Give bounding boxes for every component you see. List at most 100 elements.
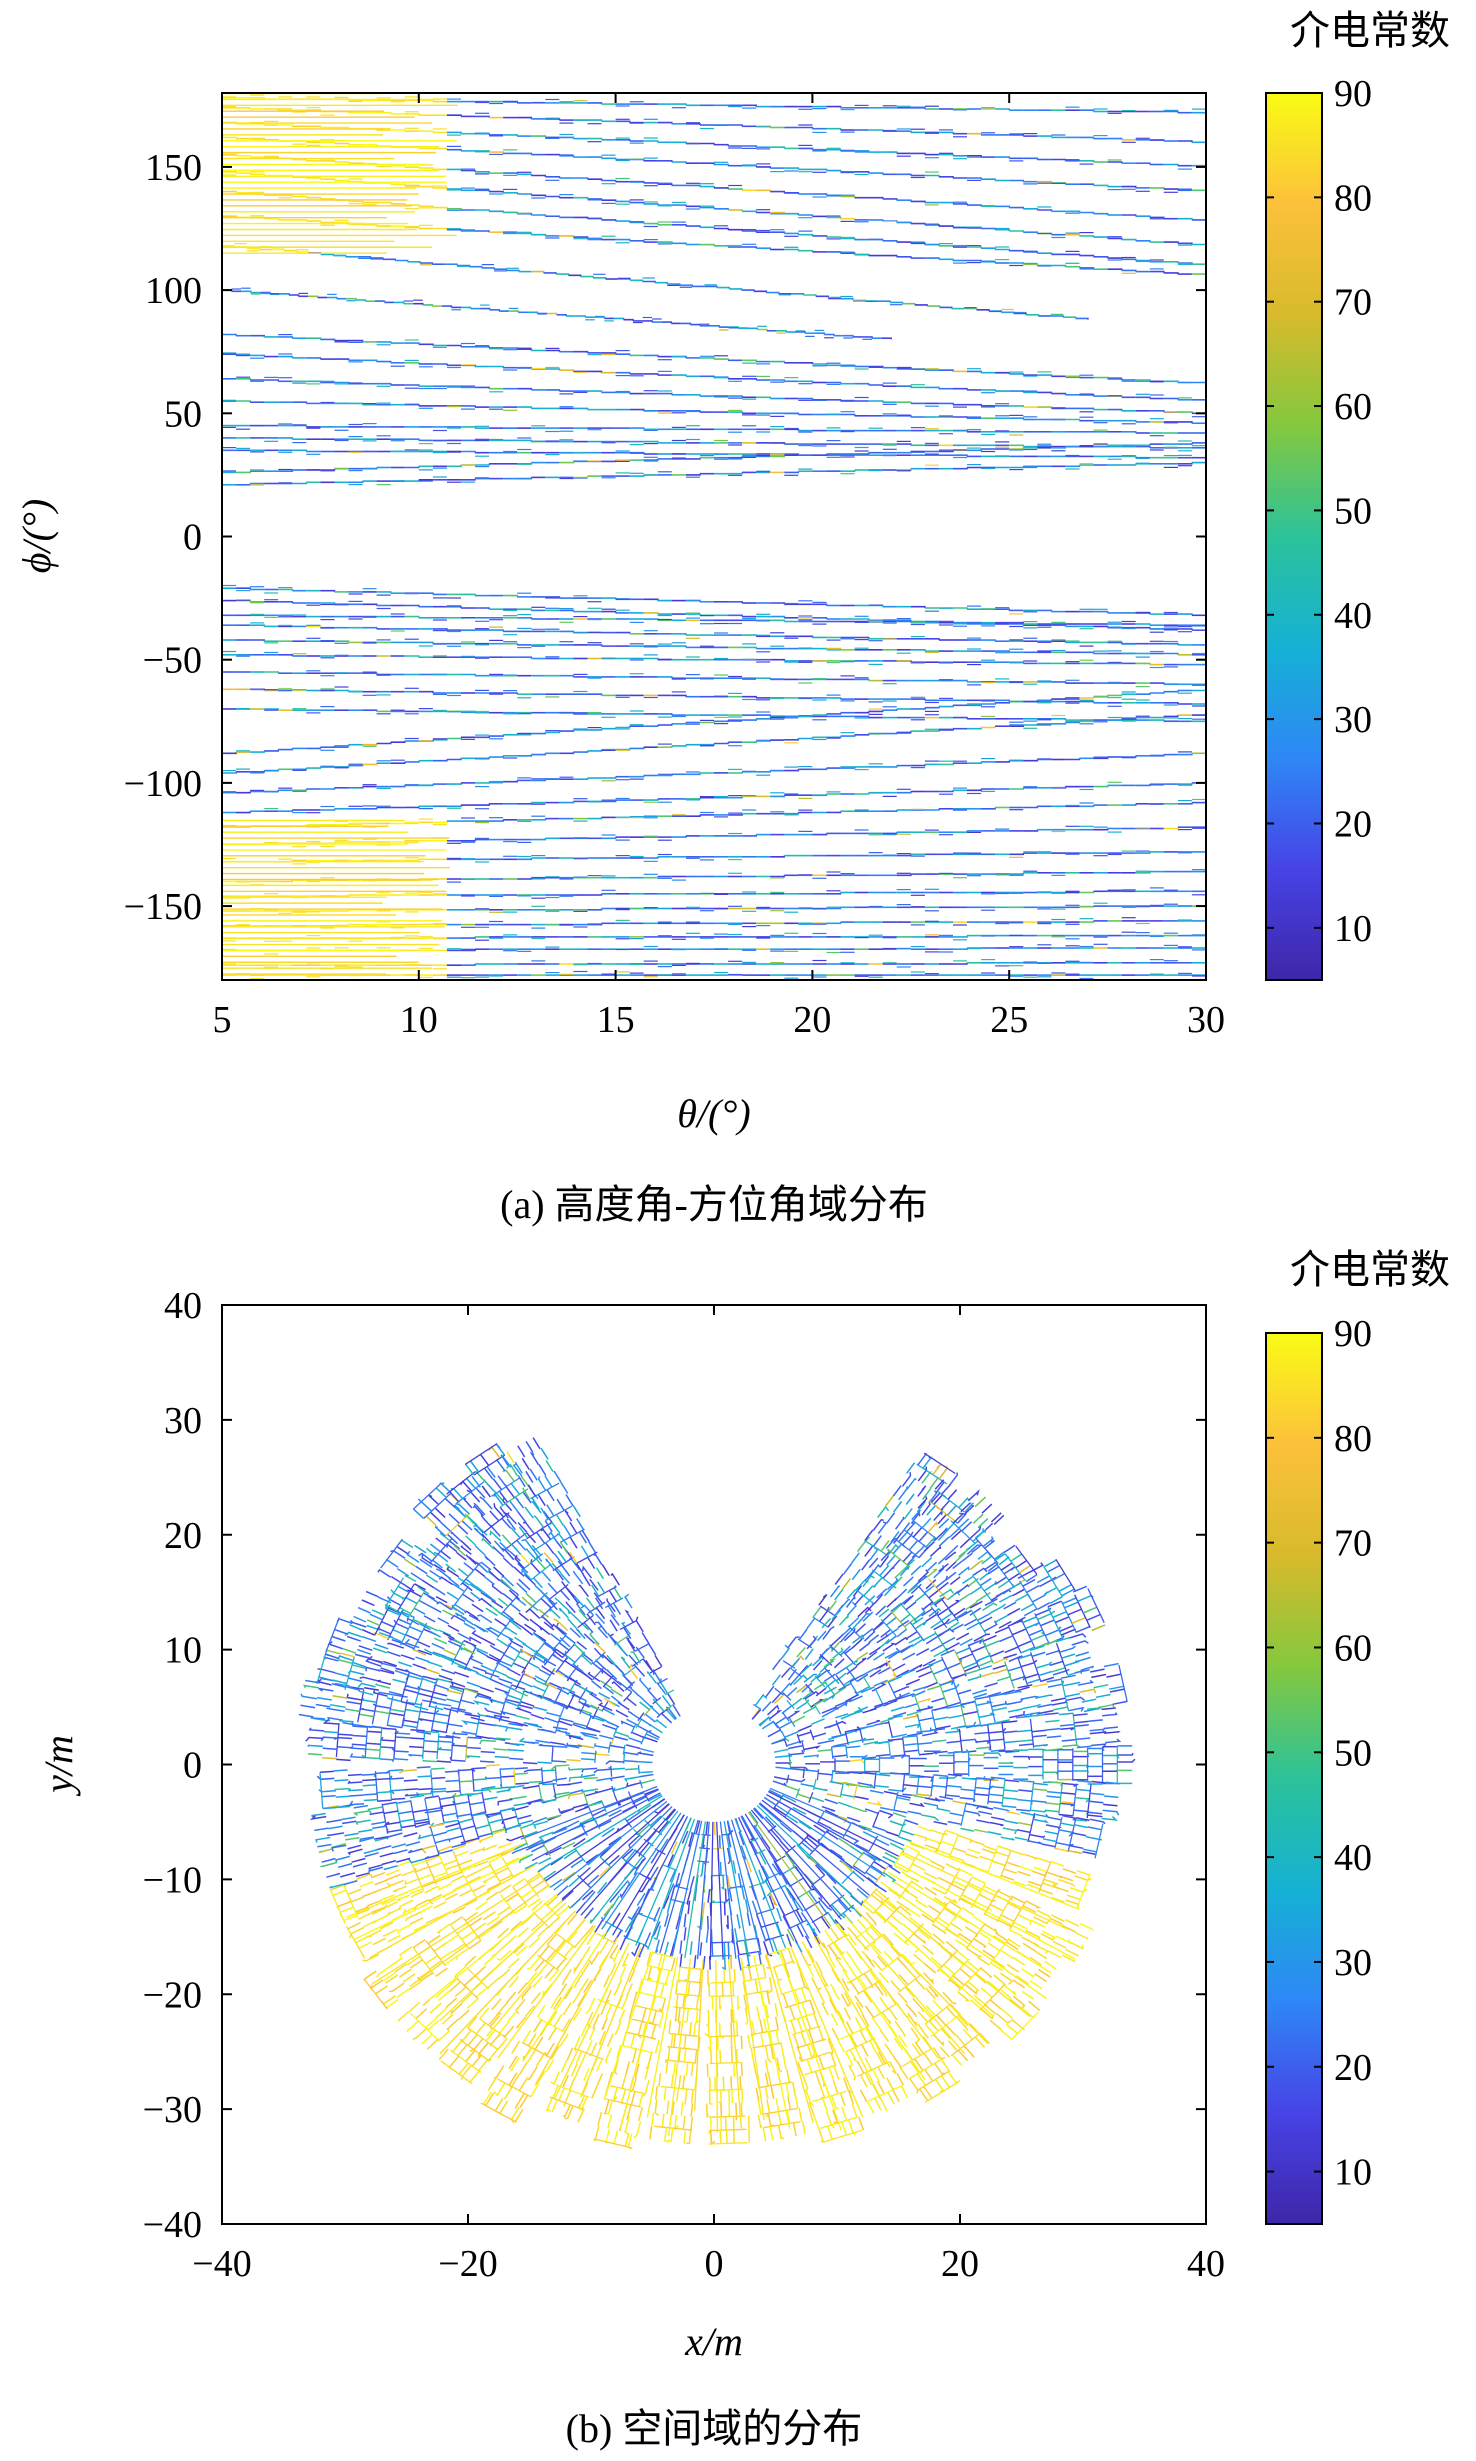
track-segment xyxy=(742,646,757,649)
track-segment xyxy=(910,107,926,109)
track-segment xyxy=(1065,253,1081,256)
track-segment xyxy=(877,300,891,303)
track-segment xyxy=(1023,231,1039,234)
ray-segment xyxy=(498,1701,506,1722)
track-segment xyxy=(543,272,557,275)
ray-segment xyxy=(613,1735,628,1741)
track-segment xyxy=(461,936,476,939)
track-segment xyxy=(742,718,757,721)
track-segment xyxy=(798,147,814,150)
track-segment xyxy=(404,859,420,862)
track-segment xyxy=(1191,273,1206,276)
track-segment xyxy=(657,241,673,244)
track-segment xyxy=(938,153,954,156)
track-segment xyxy=(784,769,800,772)
track-segment xyxy=(250,624,265,627)
track-segment xyxy=(854,711,870,714)
track-segment xyxy=(1009,447,1025,450)
track-segment xyxy=(995,156,1010,159)
track-segment xyxy=(742,359,757,362)
track-segment xyxy=(1191,713,1206,716)
track-segment xyxy=(390,761,406,764)
ray-segment xyxy=(418,1718,434,1722)
ray-segment xyxy=(433,1720,449,1725)
track-segment xyxy=(475,607,490,610)
track-segment xyxy=(1135,445,1151,448)
track-segment xyxy=(826,712,842,715)
track-segment xyxy=(742,741,757,743)
ray-segment xyxy=(374,1710,390,1715)
track-segment xyxy=(559,369,575,372)
track-segment xyxy=(531,818,547,821)
track-segment xyxy=(246,247,260,250)
track-segment xyxy=(967,449,982,452)
track-segment xyxy=(587,893,603,896)
track-segment xyxy=(671,835,687,838)
track-segment xyxy=(1023,700,1039,703)
track-segment xyxy=(413,302,424,305)
track-segment xyxy=(390,741,406,743)
track-segment xyxy=(306,196,322,199)
track-segment xyxy=(685,123,701,125)
track-segment xyxy=(531,753,547,756)
ray-segment xyxy=(432,1709,450,1717)
track-segment xyxy=(798,737,814,740)
track-segment xyxy=(1079,211,1095,214)
track-segment xyxy=(896,468,912,471)
track-segment xyxy=(446,782,462,785)
track-segment xyxy=(241,290,252,293)
colorbar-tick-label: 50 xyxy=(1334,490,1372,532)
track-segment xyxy=(292,424,308,427)
track-segment xyxy=(404,362,420,364)
track-segment xyxy=(390,785,406,788)
track-segment xyxy=(292,482,308,485)
track-segment xyxy=(461,593,476,596)
track-segment xyxy=(938,225,954,228)
track-segment xyxy=(657,723,673,726)
track-segment xyxy=(1079,109,1095,112)
ray-segment xyxy=(559,1717,574,1723)
track-segment xyxy=(1107,268,1123,271)
track-segment xyxy=(531,732,547,735)
track-segment xyxy=(320,745,336,748)
track-segment xyxy=(346,297,357,300)
ray-segment xyxy=(387,1697,402,1703)
track-segment xyxy=(250,354,265,357)
track-segment xyxy=(896,130,912,133)
track-segment xyxy=(587,102,603,105)
track-segment xyxy=(854,618,870,621)
track-segment xyxy=(334,689,350,692)
track-segment xyxy=(264,379,279,382)
ray-segment xyxy=(599,1734,614,1740)
track-segment xyxy=(896,451,912,454)
track-segment xyxy=(812,713,828,716)
track-segment xyxy=(1051,640,1067,643)
track-segment xyxy=(446,148,462,151)
track-segment xyxy=(967,403,982,406)
track-segment xyxy=(902,302,916,305)
track-segment xyxy=(854,678,870,681)
ray-segment xyxy=(556,1729,571,1735)
track-segment xyxy=(840,195,856,198)
track-segment xyxy=(1107,137,1123,140)
panel-a-x-axis-label: θ/(°) xyxy=(677,1091,750,1136)
track-segment xyxy=(910,222,926,225)
track-segment xyxy=(404,655,420,658)
track-segment xyxy=(770,619,786,622)
track-segment xyxy=(910,200,926,203)
track-segment xyxy=(770,795,786,798)
ray-segment xyxy=(326,1707,345,1713)
track-segment xyxy=(362,603,378,606)
track-segment xyxy=(671,141,687,144)
ray-segment xyxy=(416,1692,433,1698)
track-segment xyxy=(517,193,533,196)
ray-segment xyxy=(346,1693,363,1701)
track-segment xyxy=(613,317,625,320)
track-segment xyxy=(1093,445,1109,448)
track-segment xyxy=(334,765,350,768)
track-segment xyxy=(250,639,265,642)
track-segment xyxy=(1135,851,1151,854)
track-segment xyxy=(938,245,954,247)
track-segment xyxy=(826,127,842,130)
track-segment xyxy=(587,156,603,159)
